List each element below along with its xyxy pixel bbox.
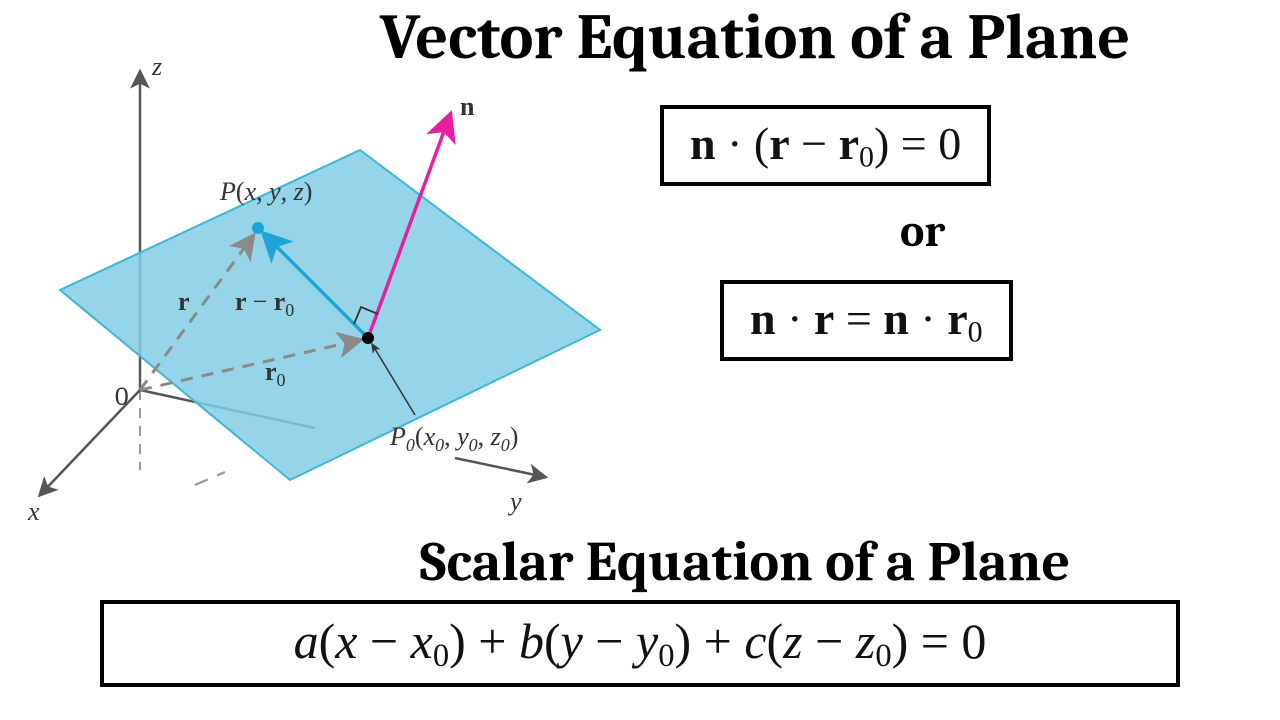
origin-label: 0 (115, 382, 128, 412)
vector-eq-2: n · r = n · r0 (720, 280, 1013, 361)
point-p (252, 222, 264, 234)
x-label: x (27, 497, 40, 526)
plane-diagram: z y x 0 n P(x, y, z) P0(x0, y0, z0) r r0… (10, 60, 610, 560)
y-axis-front (455, 458, 545, 477)
vector-eq-1: n · (r − r0) = 0 (660, 105, 991, 186)
y-label: y (507, 487, 522, 516)
r-label: r (178, 287, 190, 316)
or-label: or (900, 205, 945, 258)
n-label: n (460, 92, 475, 121)
scalar-eq: a(x − x0) + b(y − y0) + c(z − z0) = 0 (100, 600, 1180, 687)
z-label: z (151, 52, 162, 81)
p-label: P(x, y, z) (219, 177, 312, 206)
plane-bottom-dash (195, 472, 225, 485)
p0-label: P0(x0, y0, z0) (389, 422, 518, 455)
point-p0 (362, 332, 374, 344)
